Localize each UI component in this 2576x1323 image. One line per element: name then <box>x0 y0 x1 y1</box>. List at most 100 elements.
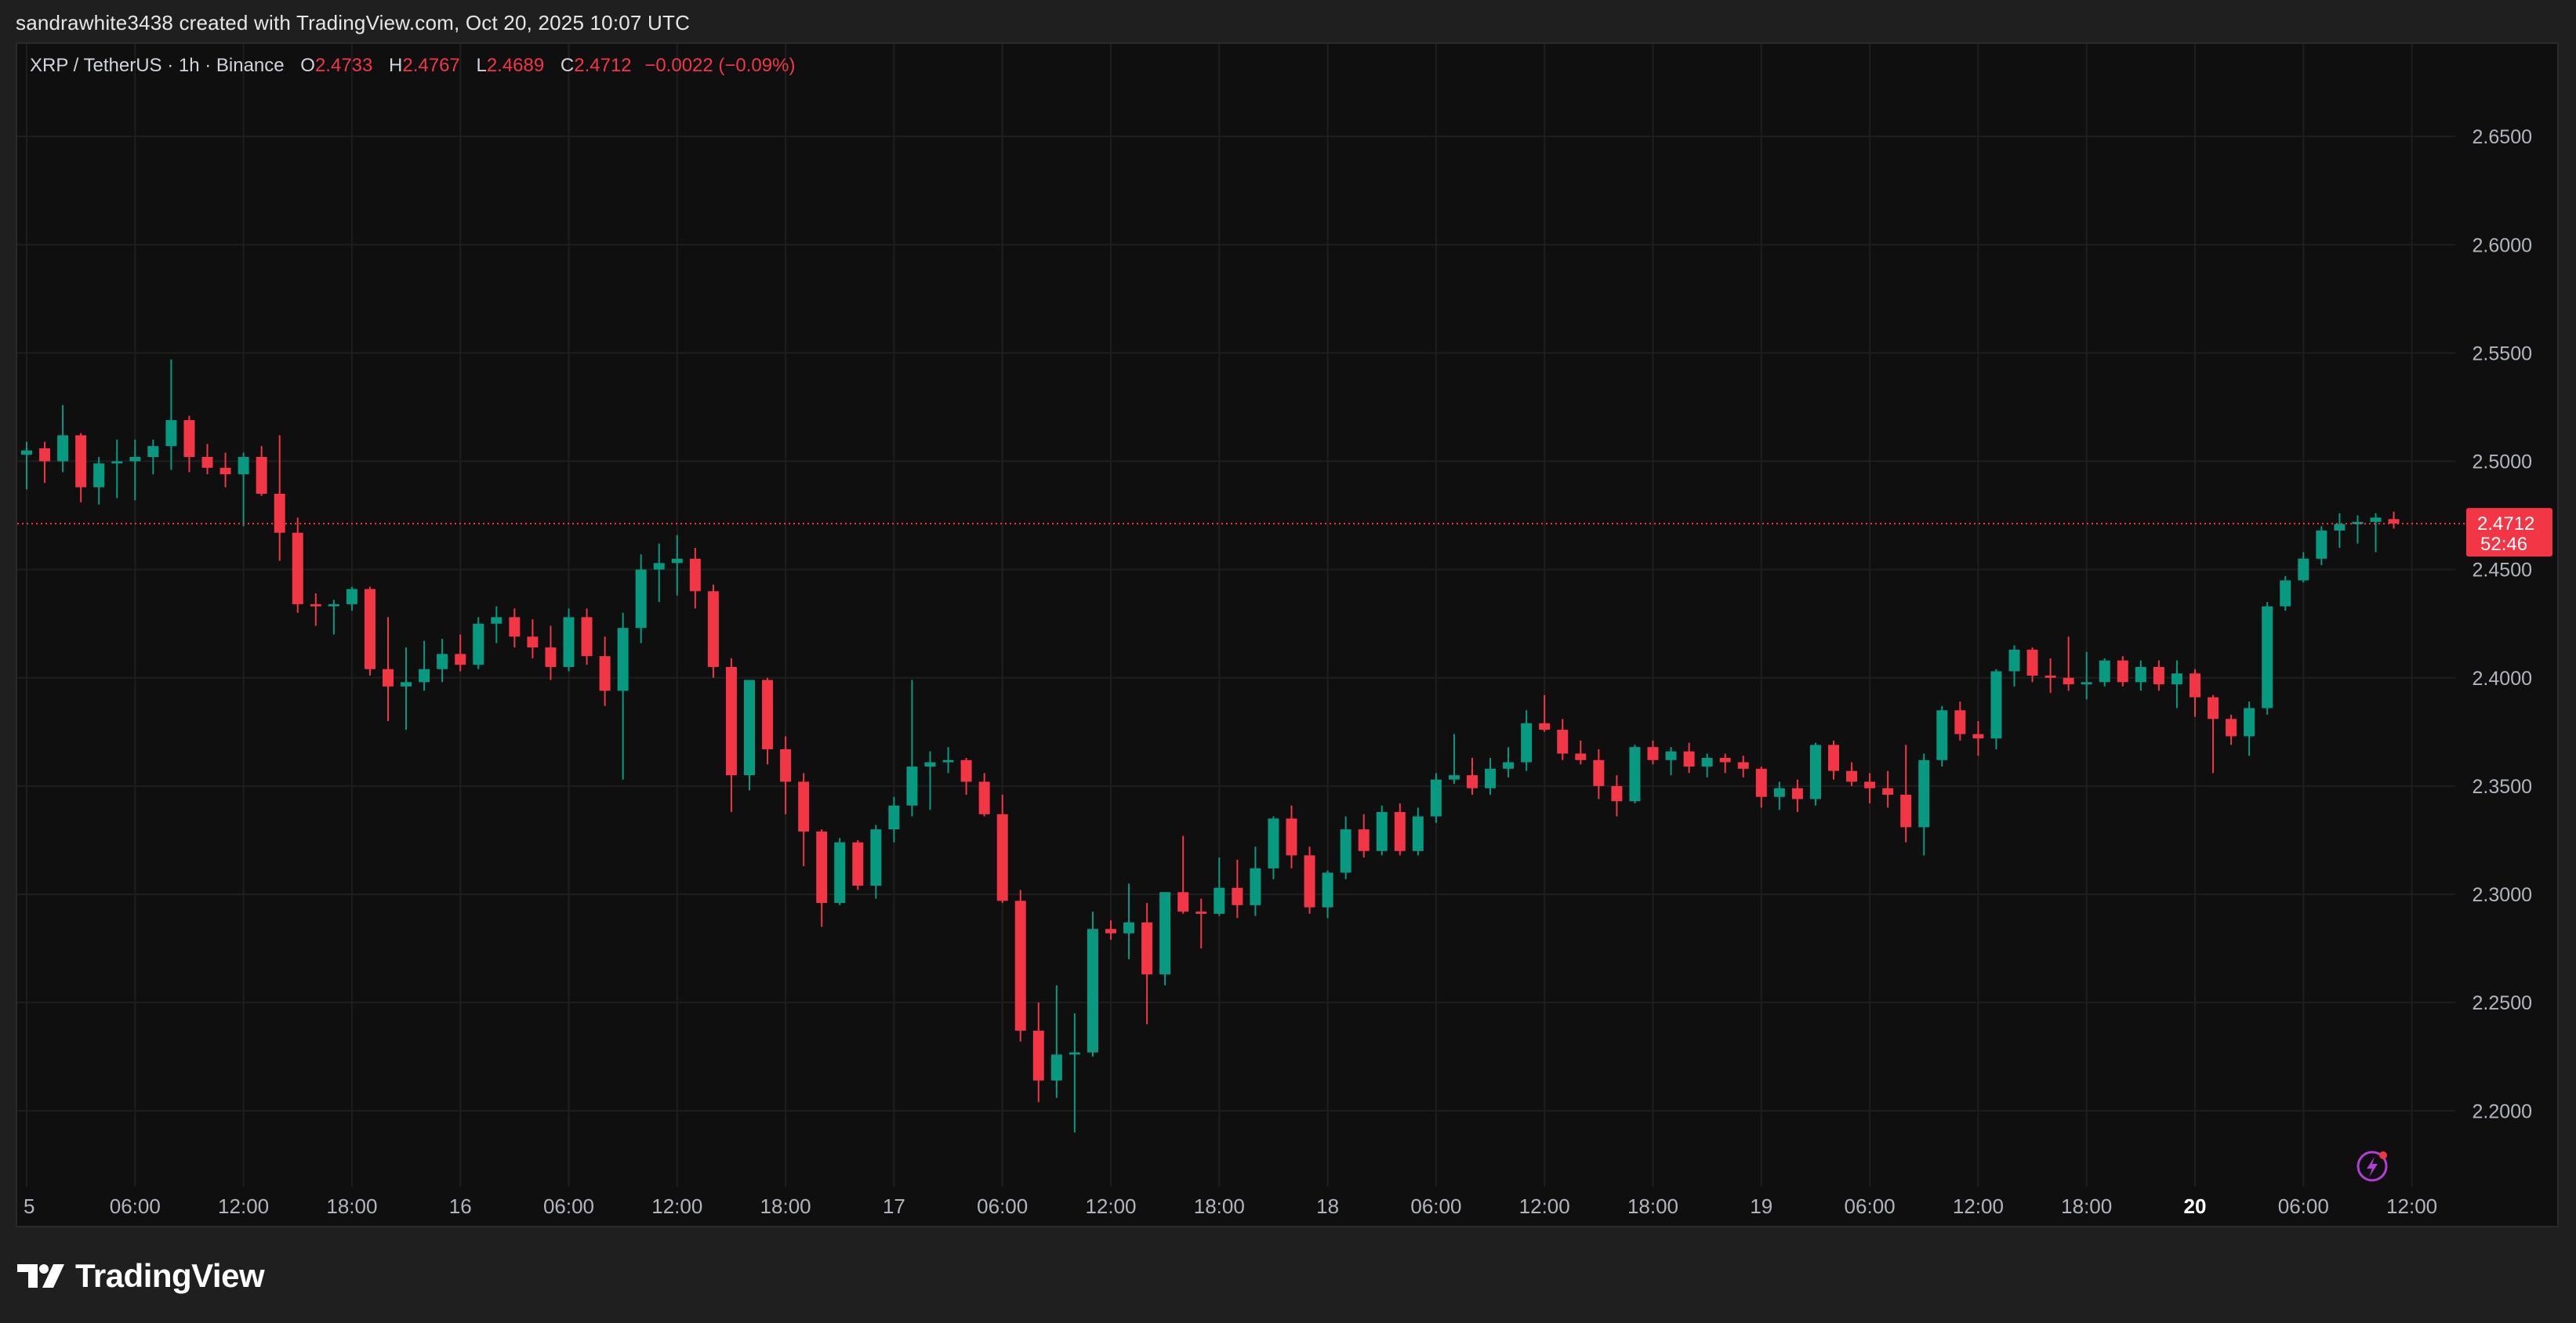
legend-open-label: O <box>300 55 315 76</box>
brand-name: TradingView <box>75 1257 265 1294</box>
grid <box>17 44 2455 1187</box>
candlestick-chart[interactable]: 2.2000 2.2500 2.3000 2.3500 2.4000 2.4500 2.50… <box>17 44 2557 1226</box>
tradingview-logo-icon <box>17 1264 64 1288</box>
candle-body <box>888 805 900 830</box>
candle-body <box>2316 530 2327 559</box>
candle-body <box>2135 666 2146 683</box>
x-tick-label: 06:00 <box>1410 1194 1461 1218</box>
candle-body <box>2388 519 2400 524</box>
candle-body <box>509 617 521 637</box>
candle-body <box>1485 768 1497 788</box>
candle-body <box>1087 929 1098 1053</box>
x-tick-label: 5 <box>24 1194 34 1218</box>
candle-body <box>1647 747 1659 760</box>
legend-low-label: L <box>476 55 487 76</box>
candle-body <box>2226 719 2237 737</box>
brand[interactable]: TradingView <box>17 1257 265 1295</box>
candle-body <box>1611 785 1623 802</box>
candle-body <box>310 604 321 607</box>
candle-body <box>1394 812 1406 851</box>
x-tick-label: 06:00 <box>2278 1194 2329 1218</box>
candle-body <box>581 617 593 657</box>
candle-body <box>1972 734 1984 739</box>
candle-body <box>21 450 32 455</box>
candle-body <box>1123 922 1135 933</box>
legend-close-value: 2.4712 <box>574 55 632 76</box>
chart-frame[interactable]: 2.2000 2.2500 2.3000 2.3500 2.4000 2.4500 2.50… <box>16 42 2559 1227</box>
header-credit: sandrawhite3438 created with TradingView… <box>16 11 691 34</box>
x-tick-label: 18:00 <box>1627 1194 1678 1218</box>
candle-body <box>328 604 339 607</box>
candle-body <box>906 767 918 806</box>
candle-body <box>437 654 448 669</box>
x-tick-label: 18:00 <box>1194 1194 1245 1218</box>
candle-body <box>57 435 69 462</box>
candle-body <box>1467 775 1478 788</box>
candle-body <box>1954 710 1966 734</box>
candle-body <box>996 814 1008 901</box>
candle-body <box>165 420 177 447</box>
last-price-tag-bg <box>2466 508 2552 557</box>
candle-body <box>1286 818 1297 856</box>
candle-body <box>2298 558 2309 581</box>
candle-body <box>870 829 882 886</box>
candle-body <box>1773 788 1785 797</box>
candle-body <box>744 680 755 776</box>
candle-body <box>2117 660 2128 683</box>
x-tick-label: 06:00 <box>110 1194 161 1218</box>
candle-body <box>2352 521 2364 524</box>
candle-countdown: 52:46 <box>2480 534 2527 555</box>
candle-body <box>238 456 249 475</box>
candle-body <box>978 781 990 814</box>
price-axis[interactable]: 2.2000 2.2500 2.3000 2.3500 2.4000 2.4500 2.50… <box>2473 44 2532 1122</box>
x-tick-label: 16 <box>449 1194 472 1218</box>
candle-body <box>1141 922 1153 975</box>
candle-body <box>834 842 846 904</box>
candle-body <box>1068 1052 1080 1055</box>
candle-body <box>1430 779 1442 817</box>
candle-body <box>1864 781 1876 788</box>
candle-body <box>653 563 665 570</box>
y-tick-label: 2.3000 <box>2473 884 2532 906</box>
candle-body <box>1412 816 1424 851</box>
candle-body <box>1340 829 1351 873</box>
candle-body <box>1050 1054 1062 1081</box>
last-price-value: 2.4712 <box>2477 513 2534 535</box>
time-axis[interactable]: 5 06:00 12:00 18:00 16 06:00 12:00 18:00 17 06:00… <box>24 1194 2437 1218</box>
candle-body <box>1701 758 1713 767</box>
candle-body <box>111 461 123 464</box>
y-tick-label: 2.5000 <box>2473 451 2532 473</box>
legend-high-value: 2.4767 <box>402 55 460 76</box>
chart-legend: XRP / TetherUS · 1h · Binance O2.4733 H2… <box>30 55 795 77</box>
x-tick-label: 06:00 <box>1845 1194 1896 1218</box>
candle-body <box>1629 747 1641 802</box>
legend-high-label: H <box>389 55 403 76</box>
candle-body <box>798 781 810 832</box>
candle-body <box>1575 753 1587 760</box>
candle-body <box>1683 751 1695 767</box>
candle-body <box>183 420 195 457</box>
y-tick-label: 2.2500 <box>2473 992 2532 1014</box>
x-tick-label: 12:00 <box>218 1194 269 1218</box>
y-tick-label: 2.2000 <box>2473 1100 2532 1122</box>
candle-body <box>1990 671 2002 739</box>
candle-body <box>1882 788 1894 795</box>
x-tick-label: 19 <box>1750 1194 1772 1218</box>
x-tick-label: 12:00 <box>2386 1194 2437 1218</box>
legend-open-value: 2.4733 <box>314 55 373 76</box>
candle-body <box>256 456 267 494</box>
candle-body <box>1918 759 1930 828</box>
candle-body <box>527 636 539 648</box>
candle-body <box>1177 892 1189 912</box>
x-tick-label: 12:00 <box>1085 1194 1136 1218</box>
candle-body <box>707 591 719 667</box>
candle-body <box>473 623 484 665</box>
y-tick-label: 2.4000 <box>2473 668 2532 690</box>
last-price-tag: 2.4712 52:46 <box>2466 508 2552 557</box>
candle-body <box>780 748 792 782</box>
candle-body <box>617 628 629 691</box>
candle-body <box>762 680 774 749</box>
candles <box>21 359 2400 1133</box>
candle-body <box>1521 723 1533 763</box>
replay-lightning-icon[interactable] <box>2356 1151 2388 1182</box>
